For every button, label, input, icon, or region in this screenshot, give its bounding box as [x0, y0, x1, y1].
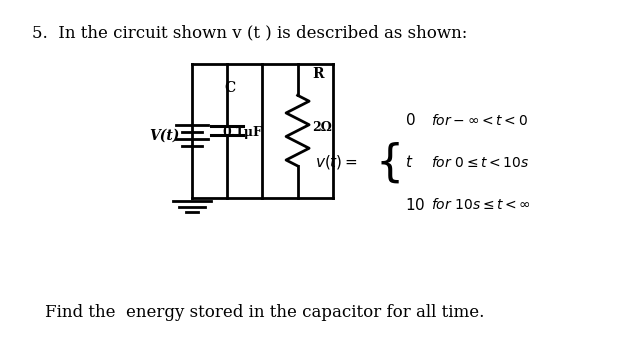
Text: 0.1μF: 0.1μF [222, 126, 262, 139]
Text: R: R [312, 67, 324, 81]
Text: 2Ω: 2Ω [312, 121, 332, 133]
Text: $\mathit{for}\ 10s \leq t < \infty$: $\mathit{for}\ 10s \leq t < \infty$ [431, 197, 531, 212]
Text: C: C [225, 81, 236, 95]
Text: $0$: $0$ [405, 112, 416, 128]
Text: $\mathit{for}\ 0 \leq t < 10s$: $\mathit{for}\ 0 \leq t < 10s$ [431, 155, 529, 170]
Text: V(t): V(t) [149, 129, 179, 143]
Text: Find the  energy stored in the capacitor for all time.: Find the energy stored in the capacitor … [45, 304, 484, 321]
Text: 5.  In the circuit shown v (t ) is described as shown:: 5. In the circuit shown v (t ) is descri… [32, 25, 467, 42]
Text: $\{$: $\{$ [375, 140, 400, 185]
Text: $v(t)=$: $v(t)=$ [316, 154, 358, 171]
Text: $\mathit{for}-\infty < t < 0$: $\mathit{for}-\infty < t < 0$ [431, 113, 528, 127]
Text: $t$: $t$ [405, 154, 413, 170]
Text: $10$: $10$ [405, 197, 426, 213]
